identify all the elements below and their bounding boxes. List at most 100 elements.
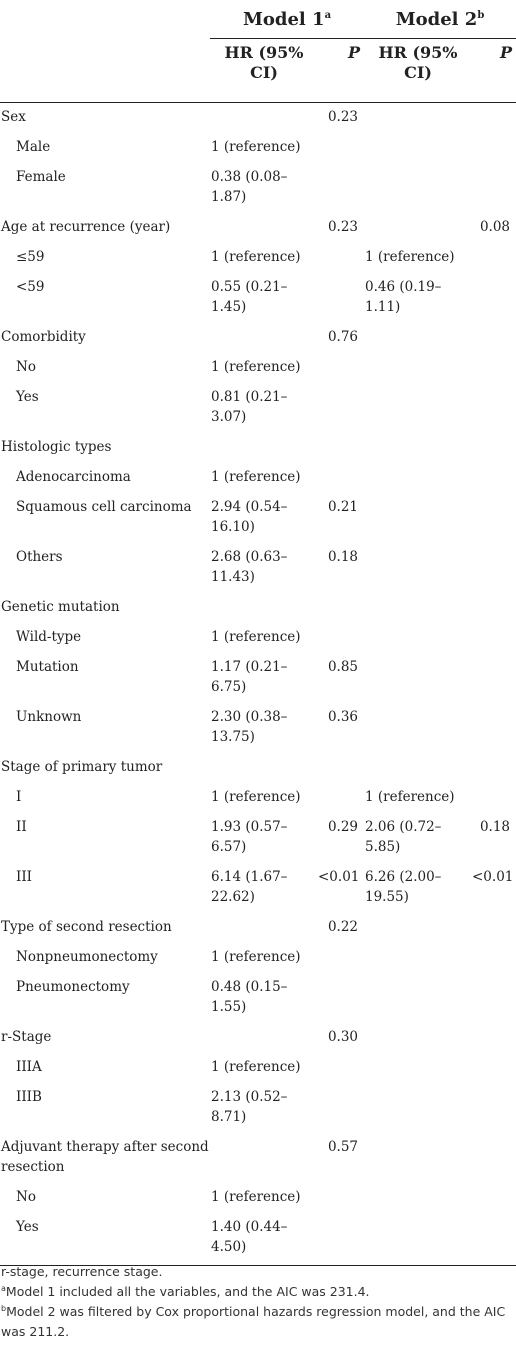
model2-hr-cell <box>364 353 472 383</box>
model2-p-cell <box>472 913 516 943</box>
model2-hr-cell <box>364 1053 472 1083</box>
model2-p-cell <box>472 1183 516 1213</box>
model1-hr-cell <box>210 913 318 943</box>
model1-hr-cell: 1 (reference) <box>211 249 301 265</box>
model2-p-cell <box>472 973 516 1023</box>
model1-hr-cell: 1 (reference) <box>211 949 301 965</box>
model1-p-cell <box>318 973 364 1023</box>
row-label: <59 <box>16 279 45 295</box>
model2-p-column-header: P <box>472 38 516 103</box>
row-label: No <box>16 359 36 375</box>
model1-p-cell: 0.18 <box>327 549 358 565</box>
row-label: Adenocarcinoma <box>16 469 131 485</box>
model2-hr-cell <box>364 1133 472 1183</box>
footnote-a-text: Model 1 included all the variables, and … <box>5 1284 370 1299</box>
model1-hr-cell: 6.14 (1.67–22.62) <box>211 869 288 905</box>
model2-title: Model 2 <box>395 8 478 30</box>
model1-p-cell <box>318 243 364 273</box>
model1-p-cell: <0.01 <box>318 869 360 885</box>
table-row-level: No 1 (reference) <box>0 1183 516 1213</box>
model2-hr-cell <box>364 703 472 753</box>
model1-p-cell: 0.23 <box>327 219 358 235</box>
model2-p-cell <box>472 1133 516 1183</box>
model1-hr-cell: 0.38 (0.08–1.87) <box>211 169 288 205</box>
model1-p-cell <box>318 433 364 463</box>
model1-p-cell <box>318 1083 364 1133</box>
model2-p-cell <box>472 623 516 653</box>
model2-hr-cell <box>364 1023 472 1053</box>
table-row-level: Wild-type 1 (reference) <box>0 623 516 653</box>
table-row-level: Male 1 (reference) <box>0 133 516 163</box>
model1-hr-cell: 2.94 (0.54–16.10) <box>211 499 288 535</box>
model1-hr-cell <box>210 323 318 353</box>
model2-hr-cell <box>364 913 472 943</box>
model1-p-cell: 0.29 <box>327 819 358 835</box>
table-row-level: II 1.93 (0.57–6.57) 0.29 2.06 (0.72–5.85) 0.… <box>0 813 516 863</box>
footnote-b-text: Model 2 was filtered by Cox proportional… <box>1 1304 506 1339</box>
model2-p-cell <box>472 703 516 753</box>
model2-p-cell <box>472 323 516 353</box>
footnote-b: bModel 2 was filtered by Cox proportiona… <box>1 1302 515 1342</box>
row-label: Sex <box>1 109 26 125</box>
model1-hr-cell <box>210 213 318 243</box>
model2-p-cell <box>472 543 516 593</box>
row-label: Type of second resection <box>1 919 172 935</box>
model2-hr-cell <box>364 463 472 493</box>
row-label: Comorbidity <box>1 329 86 345</box>
model1-hr-cell: 1 (reference) <box>211 1059 301 1075</box>
model1-hr-cell <box>210 433 318 463</box>
row-label: Unknown <box>16 709 82 725</box>
model2-hr-cell: 6.26 (2.00–19.55) <box>365 869 442 905</box>
table-row-level: Unknown 2.30 (0.38–13.75) 0.36 <box>0 703 516 753</box>
model1-p-cell <box>318 273 364 323</box>
row-label: IIIA <box>16 1059 42 1075</box>
model2-hr-cell <box>364 653 472 703</box>
model2-p-cell <box>472 653 516 703</box>
model2-hr-cell <box>364 213 472 243</box>
table-row-category: Comorbidity 0.76 <box>0 323 516 353</box>
table-row-level: ≤59 1 (reference) 1 (reference) <box>0 243 516 273</box>
model1-hr-cell: 1 (reference) <box>211 1189 301 1205</box>
table-row-level: Pneumonectomy 0.48 (0.15–1.55) <box>0 973 516 1023</box>
model2-hr-cell <box>364 163 472 213</box>
row-label: Female <box>16 169 66 185</box>
model2-p-cell <box>472 753 516 783</box>
row-label: r-Stage <box>1 1029 52 1045</box>
model2-p-cell <box>472 1053 516 1083</box>
model2-hr-cell <box>364 1083 472 1133</box>
model1-hr-cell <box>210 1023 318 1053</box>
model2-hr-cell <box>364 433 472 463</box>
model2-p-cell <box>472 1083 516 1133</box>
row-label: I <box>16 789 22 805</box>
model1-hr-cell <box>210 593 318 623</box>
table-row-level: Yes 0.81 (0.21–3.07) <box>0 383 516 433</box>
model1-p-cell <box>318 783 364 813</box>
table-row-category: Genetic mutation <box>0 593 516 623</box>
model2-p-cell <box>472 1213 516 1266</box>
table-row-level: III 6.14 (1.67–22.62) <0.01 6.26 (2.00–19.5… <box>0 863 516 913</box>
footnote-a: aModel 1 included all the variables, and… <box>1 1282 515 1302</box>
row-label: No <box>16 1189 36 1205</box>
model2-hr-cell <box>364 1183 472 1213</box>
table-row-category: Type of second resection 0.22 <box>0 913 516 943</box>
table-row-level: IIIA 1 (reference) <box>0 1053 516 1083</box>
model1-p-cell <box>318 1183 364 1213</box>
model2-hr-cell <box>364 943 472 973</box>
table-body: Sex 0.23 Male 1 (reference) Female 0.38 (0.08… <box>0 103 516 1266</box>
row-label: Others <box>16 549 63 565</box>
row-label: Age at recurrence (year) <box>1 219 171 235</box>
table-row-category: r-Stage 0.30 <box>0 1023 516 1053</box>
model2-p-cell <box>472 103 516 134</box>
model1-p-cell: 0.21 <box>327 499 358 515</box>
row-label: Mutation <box>16 659 79 675</box>
model2-hr-cell <box>364 323 472 353</box>
model2-hr-cell <box>364 383 472 433</box>
model2-p-cell <box>472 943 516 973</box>
table-row-level: Yes 1.40 (0.44–4.50) <box>0 1213 516 1266</box>
row-label: Male <box>16 139 51 155</box>
model2-hr-cell <box>364 593 472 623</box>
footnote-b-mark: b <box>1 1303 7 1313</box>
model1-header: Model 1a <box>210 0 364 39</box>
model1-title: Model 1 <box>242 8 325 30</box>
model1-p-cell <box>318 1213 364 1266</box>
